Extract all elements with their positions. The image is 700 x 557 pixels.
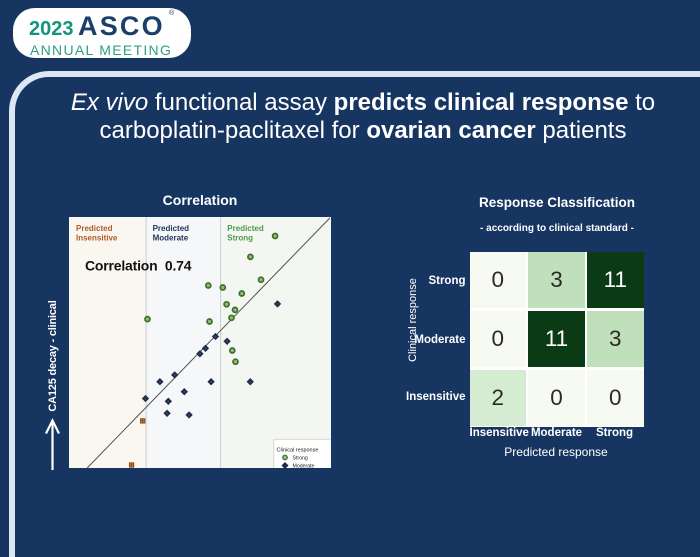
svg-text:Correlation 0.74: Correlation 0.74 [85, 257, 192, 273]
svg-text:Insensitive: Insensitive [76, 233, 118, 242]
svg-text:Moderate: Moderate [292, 463, 314, 468]
svg-text:Moderate: Moderate [152, 233, 188, 242]
svg-text:Strong: Strong [227, 233, 253, 242]
svg-text:Predicted: Predicted [227, 224, 264, 233]
svg-text:Strong: Strong [292, 455, 307, 461]
svg-text:Predicted: Predicted [76, 224, 113, 233]
svg-text:Predicted: Predicted [152, 224, 189, 233]
svg-text:Clinical response: Clinical response [276, 447, 318, 453]
